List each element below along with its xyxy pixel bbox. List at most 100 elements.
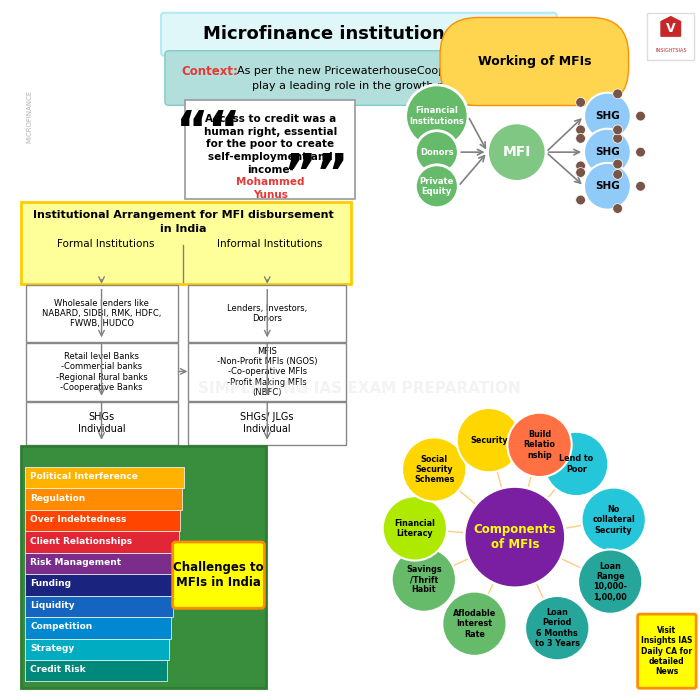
Text: Working of MFIs: Working of MFIs: [477, 55, 591, 68]
Text: Financial
Literacy: Financial Literacy: [394, 519, 435, 538]
Text: Over Indebtedness: Over Indebtedness: [30, 515, 127, 524]
Circle shape: [612, 89, 622, 99]
Text: Liquidity: Liquidity: [30, 601, 75, 610]
FancyBboxPatch shape: [25, 638, 169, 660]
Circle shape: [392, 547, 456, 612]
Circle shape: [578, 550, 643, 614]
Circle shape: [415, 131, 458, 174]
Circle shape: [582, 487, 646, 552]
Text: Security: Security: [470, 435, 508, 444]
Text: No
collateral
Security: No collateral Security: [592, 505, 635, 535]
Text: As per the new PricewaterhouseCoopers study, MFIs, will: As per the new PricewaterhouseCoopers st…: [237, 66, 554, 76]
Polygon shape: [661, 17, 680, 36]
Circle shape: [636, 181, 645, 191]
Text: Competition: Competition: [30, 622, 92, 631]
Text: SHG: SHG: [595, 147, 620, 157]
Circle shape: [415, 164, 458, 208]
FancyBboxPatch shape: [25, 574, 174, 596]
Circle shape: [636, 111, 645, 121]
Circle shape: [464, 486, 566, 588]
Text: Private
Equity: Private Equity: [419, 176, 454, 196]
Text: Financial
Institutions: Financial Institutions: [410, 106, 464, 126]
Text: for the poor to create: for the poor to create: [206, 139, 334, 149]
Text: Formal Institutions: Formal Institutions: [57, 239, 154, 248]
FancyBboxPatch shape: [173, 542, 265, 608]
Text: Retail level Banks
-Commercial banks
-Regional Rural banks
-Cooperative Banks: Retail level Banks -Commercial banks -Re…: [56, 352, 148, 392]
FancyBboxPatch shape: [25, 660, 167, 681]
FancyBboxPatch shape: [25, 510, 181, 531]
Text: income-: income-: [247, 164, 293, 175]
Circle shape: [612, 169, 622, 179]
Text: Political Interference: Political Interference: [30, 473, 139, 481]
FancyBboxPatch shape: [186, 101, 355, 199]
FancyBboxPatch shape: [25, 285, 178, 342]
Circle shape: [487, 123, 546, 181]
Text: ””: ””: [284, 151, 349, 199]
Circle shape: [383, 496, 447, 561]
Text: SHGs
Individual: SHGs Individual: [78, 412, 125, 434]
Circle shape: [402, 438, 466, 502]
Circle shape: [584, 163, 631, 209]
Text: SHG: SHG: [595, 181, 620, 191]
Text: Build
Relatio
nship: Build Relatio nship: [524, 430, 556, 460]
Text: Access to credit was a: Access to credit was a: [204, 114, 336, 124]
FancyBboxPatch shape: [188, 402, 346, 444]
Text: in India: in India: [160, 224, 206, 234]
FancyBboxPatch shape: [25, 553, 176, 574]
Text: Institutional Arrangement for MFI disbursement: Institutional Arrangement for MFI disbur…: [33, 211, 334, 220]
Circle shape: [508, 413, 572, 477]
Text: SHG: SHG: [595, 111, 620, 121]
Circle shape: [575, 125, 585, 134]
Text: play a leading role in the growth process of India: play a leading role in the growth proces…: [251, 81, 524, 91]
Text: Visit
Insights IAS
Daily CA for
detailed
News: Visit Insights IAS Daily CA for detailed…: [641, 626, 692, 676]
Text: Loan
Period
6 Months
to 3 Years: Loan Period 6 Months to 3 Years: [535, 608, 580, 648]
Circle shape: [456, 408, 521, 472]
Text: Lenders, Investors,
Donors: Lenders, Investors, Donors: [227, 304, 307, 323]
Text: Mohammed: Mohammed: [236, 177, 304, 188]
Circle shape: [575, 167, 585, 177]
FancyBboxPatch shape: [20, 202, 351, 284]
FancyBboxPatch shape: [25, 467, 184, 489]
Text: SHGs/ JLGs
Individual: SHGs/ JLGs Individual: [241, 412, 294, 434]
Circle shape: [636, 147, 645, 157]
Circle shape: [442, 592, 507, 656]
Text: Strategy: Strategy: [30, 644, 75, 653]
Text: SIMPLIFYING IAS EXAM PREPARATION: SIMPLIFYING IAS EXAM PREPARATION: [197, 382, 520, 396]
FancyBboxPatch shape: [25, 617, 171, 638]
FancyBboxPatch shape: [25, 343, 178, 400]
Text: Donors: Donors: [420, 148, 454, 157]
Circle shape: [584, 129, 631, 176]
Text: Credit Risk: Credit Risk: [30, 665, 86, 674]
Circle shape: [575, 134, 585, 143]
Text: Lend to
Poor: Lend to Poor: [559, 454, 594, 474]
Circle shape: [612, 159, 622, 169]
Text: human right, essential: human right, essential: [204, 127, 337, 136]
Circle shape: [575, 97, 585, 107]
FancyBboxPatch shape: [165, 51, 553, 106]
Text: MFIS
-Non-Profit MFIs (NGOS)
-Co-operative MFIs
-Profit Making MFIs
(NBFC): MFIS -Non-Profit MFIs (NGOS) -Co-operati…: [217, 346, 318, 397]
FancyBboxPatch shape: [188, 285, 346, 342]
Text: Client Relationships: Client Relationships: [30, 536, 132, 545]
Text: MFI: MFI: [503, 145, 531, 159]
FancyBboxPatch shape: [25, 489, 183, 510]
FancyBboxPatch shape: [188, 343, 346, 400]
Text: self-employment and: self-employment and: [208, 152, 332, 162]
Text: Regulation: Regulation: [30, 494, 85, 503]
Text: Funding: Funding: [30, 580, 71, 589]
FancyBboxPatch shape: [25, 531, 178, 553]
Circle shape: [544, 432, 608, 496]
Text: Wholesale lenders like
NABARD, SIDBI, RMK, HDFC,
FWWB, HUDCO: Wholesale lenders like NABARD, SIDBI, RM…: [42, 298, 161, 328]
Text: V: V: [666, 22, 675, 35]
Circle shape: [525, 596, 589, 660]
FancyBboxPatch shape: [648, 13, 694, 60]
Circle shape: [575, 195, 585, 205]
Text: Savings
/Thrift
Habit: Savings /Thrift Habit: [406, 565, 442, 594]
Text: Context:: Context:: [181, 64, 238, 78]
Text: Aflodable
Interest
Rate: Aflodable Interest Rate: [453, 609, 496, 638]
FancyBboxPatch shape: [638, 614, 696, 688]
Circle shape: [575, 161, 585, 171]
FancyBboxPatch shape: [25, 596, 173, 617]
FancyBboxPatch shape: [161, 13, 556, 55]
Circle shape: [612, 125, 622, 135]
Text: Informal Institutions: Informal Institutions: [216, 239, 322, 248]
